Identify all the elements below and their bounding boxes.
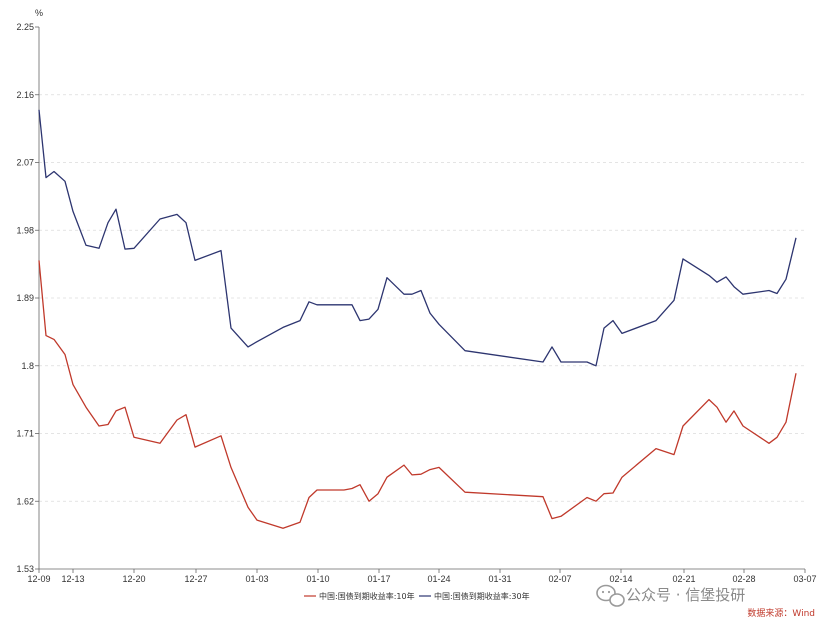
x-tick-label: 03-07 [793, 574, 816, 584]
y-axis-ticks: 2.25 2.16 2.07 1.98 1.89 1.8 1.71 1.62 1.53 [16, 22, 39, 574]
x-tick-label: 02-07 [548, 574, 571, 584]
data-source: 数据来源：Wind [747, 607, 815, 619]
grid-lines [39, 94, 805, 502]
y-axis-label: % [35, 8, 43, 18]
x-tick-label: 01-24 [427, 574, 450, 584]
x-tick-label: 01-03 [245, 574, 268, 584]
y-tick-label: 1.8 [21, 361, 34, 371]
watermark: 公众号 · 信堡投研 [596, 584, 745, 607]
x-axis-ticks: 12-09 12-13 12-20 12-27 01-03 01-10 01-17 01-24… [27, 569, 817, 584]
y-tick-label: 1.89 [16, 293, 34, 303]
wechat-icon [596, 584, 625, 607]
line-series-30y [38, 109, 797, 367]
y-tick-label: 1.62 [16, 496, 34, 506]
x-tick-label: 01-31 [488, 574, 511, 584]
x-tick-label: 02-21 [672, 574, 695, 584]
x-tick-label: 02-28 [732, 574, 755, 584]
y-tick-label: 2.07 [16, 158, 34, 168]
x-tick-label: 02-14 [609, 574, 632, 584]
x-tick-label: 01-10 [306, 574, 329, 584]
y-tick-label: 2.25 [16, 22, 34, 32]
legend: 中国:国债到期收益率:10年 中国:国债到期收益率:30年 [304, 591, 530, 601]
x-tick-label: 01-17 [367, 574, 390, 584]
x-tick-label: 12-20 [122, 574, 145, 584]
line-series-10y [38, 260, 797, 529]
series-lines [38, 109, 797, 529]
watermark-text: 公众号 · 信堡投研 [626, 586, 745, 604]
y-tick-label: 2.16 [16, 90, 34, 100]
legend-label-10y: 中国:国债到期收益率:10年 [319, 591, 415, 601]
x-tick-label: 12-13 [61, 574, 84, 584]
x-tick-label: 12-27 [184, 574, 207, 584]
y-tick-label: 1.71 [16, 429, 34, 439]
y-tick-label: 1.53 [16, 564, 34, 574]
legend-label-30y: 中国:国债到期收益率:30年 [434, 591, 530, 601]
x-tick-label: 12-09 [27, 574, 50, 584]
y-tick-label: 1.98 [16, 225, 34, 235]
